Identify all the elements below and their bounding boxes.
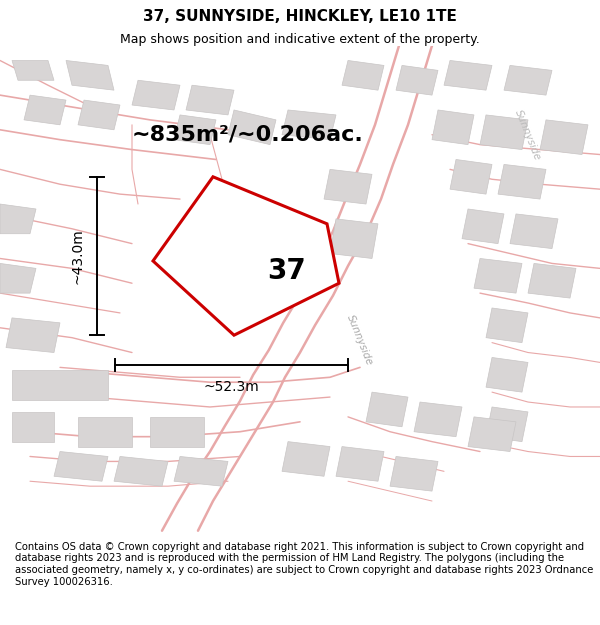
Polygon shape bbox=[153, 177, 339, 335]
Polygon shape bbox=[132, 80, 180, 110]
Polygon shape bbox=[0, 204, 36, 234]
Polygon shape bbox=[390, 456, 438, 491]
Text: 37, SUNNYSIDE, HINCKLEY, LE10 1TE: 37, SUNNYSIDE, HINCKLEY, LE10 1TE bbox=[143, 9, 457, 24]
Polygon shape bbox=[540, 120, 588, 154]
Text: ~43.0m: ~43.0m bbox=[70, 228, 84, 284]
Text: 37: 37 bbox=[268, 257, 306, 285]
Polygon shape bbox=[6, 318, 60, 352]
Text: ~52.3m: ~52.3m bbox=[203, 380, 259, 394]
Polygon shape bbox=[414, 402, 462, 437]
Polygon shape bbox=[12, 370, 108, 399]
Polygon shape bbox=[0, 263, 36, 293]
Polygon shape bbox=[510, 214, 558, 249]
Polygon shape bbox=[174, 456, 228, 486]
Text: Sunnyside: Sunnyside bbox=[345, 313, 375, 367]
Polygon shape bbox=[114, 456, 168, 486]
Polygon shape bbox=[432, 110, 474, 144]
Text: Contains OS data © Crown copyright and database right 2021. This information is : Contains OS data © Crown copyright and d… bbox=[15, 542, 593, 587]
Polygon shape bbox=[528, 263, 576, 298]
Polygon shape bbox=[474, 259, 522, 293]
Polygon shape bbox=[150, 417, 204, 447]
Polygon shape bbox=[186, 85, 234, 115]
Polygon shape bbox=[12, 412, 54, 442]
Polygon shape bbox=[450, 159, 492, 194]
Polygon shape bbox=[282, 110, 336, 139]
Polygon shape bbox=[486, 308, 528, 342]
Polygon shape bbox=[12, 61, 54, 80]
Polygon shape bbox=[336, 447, 384, 481]
Polygon shape bbox=[282, 442, 330, 476]
Polygon shape bbox=[342, 61, 384, 90]
Polygon shape bbox=[24, 95, 66, 125]
Polygon shape bbox=[324, 169, 372, 204]
Polygon shape bbox=[228, 110, 276, 144]
Polygon shape bbox=[174, 115, 216, 144]
Text: ~835m²/~0.206ac.: ~835m²/~0.206ac. bbox=[132, 125, 364, 145]
Polygon shape bbox=[66, 61, 114, 90]
Polygon shape bbox=[444, 61, 492, 90]
Polygon shape bbox=[468, 417, 516, 451]
Polygon shape bbox=[498, 164, 546, 199]
Polygon shape bbox=[78, 417, 132, 447]
Polygon shape bbox=[366, 392, 408, 427]
Polygon shape bbox=[54, 451, 108, 481]
Polygon shape bbox=[78, 100, 120, 130]
Polygon shape bbox=[480, 115, 528, 149]
Polygon shape bbox=[330, 219, 378, 259]
Text: Map shows position and indicative extent of the property.: Map shows position and indicative extent… bbox=[120, 33, 480, 46]
Text: Sunnyside: Sunnyside bbox=[513, 108, 543, 162]
Polygon shape bbox=[396, 66, 438, 95]
Polygon shape bbox=[486, 357, 528, 392]
Polygon shape bbox=[504, 66, 552, 95]
Polygon shape bbox=[486, 407, 528, 442]
Polygon shape bbox=[462, 209, 504, 244]
